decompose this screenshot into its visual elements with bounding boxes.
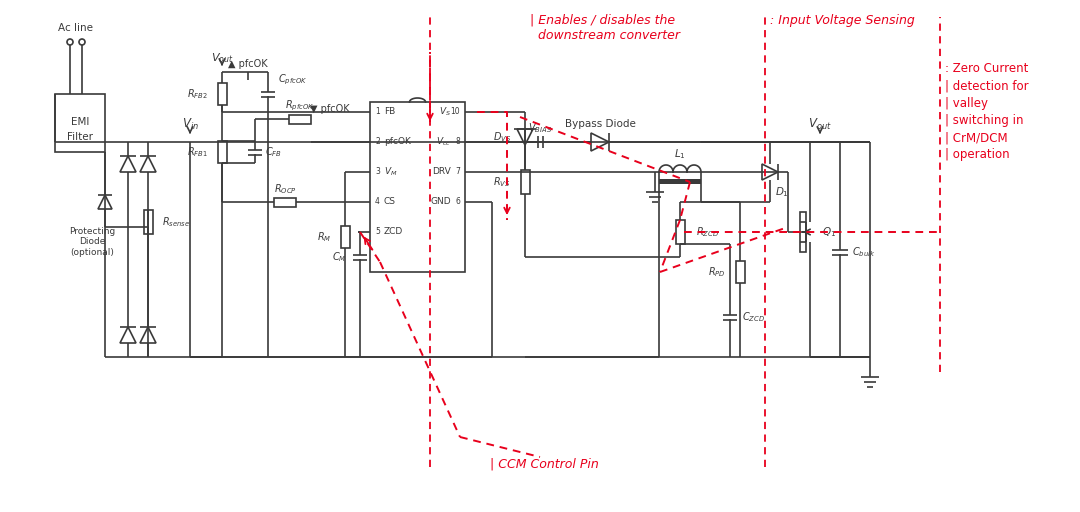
Bar [800, 212, 806, 252]
Text: $V_{cc}$: $V_{cc}$ [436, 136, 451, 148]
Text: | valley: | valley [945, 97, 988, 110]
Bar [217, 141, 227, 163]
Text: $Q_1$: $Q_1$ [822, 225, 836, 239]
Text: 1: 1 [375, 108, 380, 117]
Text: $C_{pfcOK}$: $C_{pfcOK}$ [278, 73, 308, 87]
Text: $R_{sense}$: $R_{sense}$ [162, 215, 190, 229]
Bar [274, 198, 296, 206]
Text: | detection for: | detection for [945, 80, 1028, 93]
Bar [659, 179, 701, 184]
Text: : Zero Current: : Zero Current [945, 62, 1028, 75]
Bar [289, 115, 311, 123]
Text: 8: 8 [456, 138, 460, 146]
Text: : Input Voltage Sensing: : Input Voltage Sensing [770, 14, 915, 27]
Text: GND: GND [430, 198, 451, 206]
Text: Ac line: Ac line [58, 23, 94, 33]
Text: $C_{bulk}$: $C_{bulk}$ [852, 245, 876, 259]
Text: Filter: Filter [67, 132, 93, 142]
Text: $D_{VS}$: $D_{VS}$ [492, 130, 511, 144]
Text: $R_{VS}$: $R_{VS}$ [494, 175, 511, 189]
Text: 7: 7 [455, 167, 460, 177]
Text: $R_{FB2}$: $R_{FB2}$ [187, 87, 208, 101]
Text: 10: 10 [450, 108, 460, 117]
Text: ▲ pfcOK: ▲ pfcOK [228, 59, 268, 69]
Text: $R_{ZCD}$: $R_{ZCD}$ [696, 225, 719, 239]
Bar [340, 226, 350, 248]
Text: | Enables / disables the: | Enables / disables the [530, 14, 675, 27]
Text: DRV: DRV [432, 167, 451, 177]
Text: FB: FB [384, 108, 395, 117]
Text: pfcOK: pfcOK [384, 138, 410, 146]
Text: $R_M$: $R_M$ [316, 230, 330, 244]
Text: EMI: EMI [71, 117, 90, 127]
Text: CS: CS [384, 198, 396, 206]
Text: Bypass Diode: Bypass Diode [565, 119, 635, 129]
Text: $V_{in}$: $V_{in}$ [181, 116, 199, 132]
Text: $V_{out}$: $V_{out}$ [211, 51, 233, 65]
Text: 3: 3 [375, 167, 380, 177]
Text: $C_{FB}$: $C_{FB}$ [265, 145, 282, 159]
Text: ZCD: ZCD [384, 227, 403, 237]
Text: $V_S$: $V_S$ [438, 106, 451, 118]
Text: $C_{ZCD}$: $C_{ZCD}$ [742, 310, 765, 324]
Bar [675, 220, 685, 244]
Text: 2: 2 [375, 138, 380, 146]
Text: | CCM Control Pin: | CCM Control Pin [490, 457, 598, 470]
Bar [144, 210, 152, 234]
Text: $C_M$: $C_M$ [332, 250, 346, 264]
Text: 5: 5 [375, 227, 380, 237]
Text: $V_{out}$: $V_{out}$ [808, 116, 832, 132]
Text: downstream converter: downstream converter [530, 29, 680, 42]
Text: $V_{BIAS}$: $V_{BIAS}$ [528, 121, 552, 135]
Bar [735, 261, 744, 283]
Text: | CrM/DCM: | CrM/DCM [945, 131, 1008, 144]
Text: $R_{pfcOK}$: $R_{pfcOK}$ [285, 99, 314, 113]
Text: 4: 4 [375, 198, 380, 206]
Text: $R_{FB1}$: $R_{FB1}$ [187, 145, 208, 159]
Bar [370, 102, 465, 272]
Bar [55, 94, 105, 152]
Bar [217, 83, 227, 105]
Text: ▼ pfcOK: ▼ pfcOK [310, 104, 350, 114]
Text: | switching in: | switching in [945, 114, 1024, 127]
Text: | operation: | operation [945, 148, 1010, 161]
Bar [521, 170, 529, 194]
Text: $R_{OCP}$: $R_{OCP}$ [273, 182, 297, 196]
Text: 6: 6 [455, 198, 460, 206]
Text: $V_M$: $V_M$ [384, 166, 397, 178]
Text: $L_1$: $L_1$ [674, 147, 686, 161]
Text: Protecting
Diode
(optional): Protecting Diode (optional) [69, 227, 116, 257]
Text: $D_1$: $D_1$ [775, 185, 789, 199]
Text: $R_{PD}$: $R_{PD}$ [708, 265, 726, 279]
